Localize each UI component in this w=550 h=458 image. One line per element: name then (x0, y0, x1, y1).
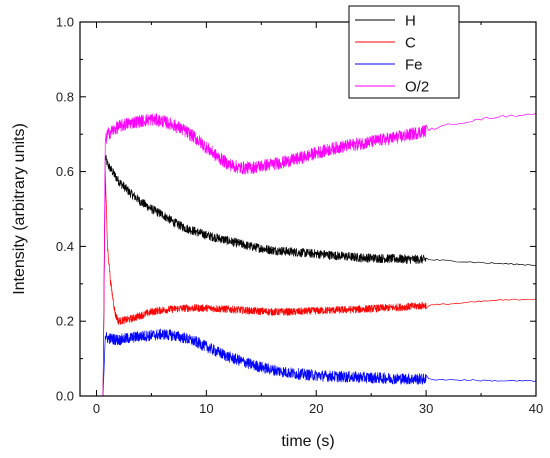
y-tick-label: 0.8 (56, 89, 74, 104)
series-line-c (102, 171, 537, 397)
legend-label: Fe (405, 57, 423, 74)
x-axis-title: time (s) (281, 433, 334, 450)
y-tick-label: 0.4 (56, 239, 74, 254)
x-tick-label: 10 (199, 401, 213, 416)
y-axis-title: Intensity (arbitrary units) (11, 123, 28, 295)
series-line-o-2 (102, 112, 537, 397)
x-tick-label: 0 (93, 401, 100, 416)
legend-box (348, 5, 460, 99)
y-tick-label: 0.2 (56, 314, 74, 329)
legend-label: H (405, 13, 416, 30)
y-tick-label: 1.0 (56, 15, 74, 30)
series-layer (102, 112, 537, 397)
legend-label: C (405, 35, 416, 52)
legend-label: O/2 (405, 79, 429, 96)
ticks-layer: 0 10 20 30 40 0.0 0.2 0.4 0.6 0.8 1.0 (56, 15, 543, 417)
x-tick-label: 30 (419, 401, 433, 416)
legend: HC Fe O/2 (348, 5, 460, 99)
y-tick-label: 0.0 (56, 389, 74, 404)
x-tick-label: 20 (309, 401, 323, 416)
x-tick-label: 40 (529, 401, 543, 416)
series-line-fe (102, 328, 537, 397)
y-tick-label: 0.6 (56, 164, 74, 179)
series-line-h (102, 154, 537, 397)
